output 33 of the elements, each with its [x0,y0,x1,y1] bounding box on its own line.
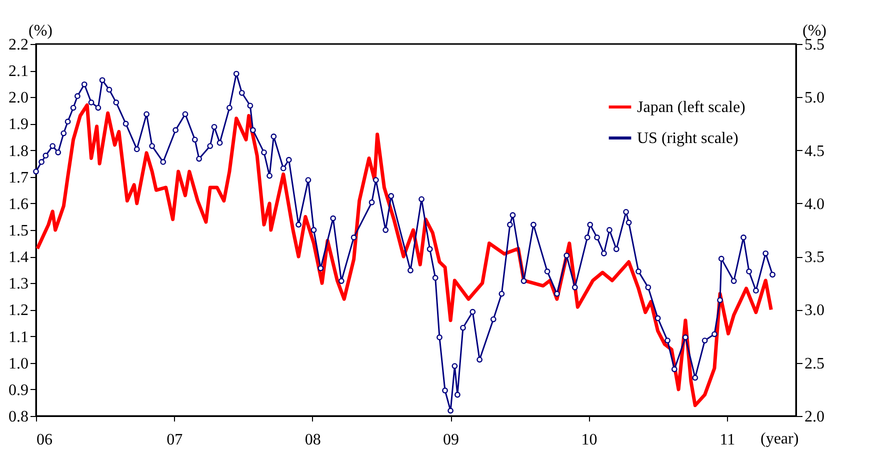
y-tick-label: 1.9 [8,116,28,134]
y2-tick-label: 3.5 [804,249,824,266]
x-tick-label: 07 [166,432,183,448]
y-tick-label: 0.9 [8,382,28,399]
y-tick-label: 0.8 [8,408,28,426]
x-tick-label: 06 [36,432,52,448]
y-tick-label: 2.2 [8,36,28,54]
legend-label: US (right scale) [637,130,738,147]
x-tick-label: 10 [581,432,598,448]
y-axis-title: (%) [28,22,52,40]
x-tick-label: 11 [720,432,736,448]
y-tick-label: 1.0 [8,355,28,372]
x-tick-label: 08 [304,432,321,448]
y2-tick-label: 2.0 [804,408,824,426]
y2-tick-label: 2.5 [804,355,824,372]
y2-tick-label: 4.0 [804,196,824,213]
y-tick-label: 1.5 [8,222,28,240]
y-tick-label: 1.3 [8,276,28,293]
legend-label: Japan (left scale) [637,99,746,116]
y-tick-label: 1.2 [8,302,28,320]
y2-tick-label: 5.0 [804,90,824,107]
y-tick-label: 1.7 [8,169,28,186]
y-tick-label: 2.0 [8,90,28,107]
y-tick-label: 1.4 [8,249,28,266]
y-tick-label: 1.6 [8,196,28,213]
y2-tick-label: 3.0 [804,302,824,320]
x-axis-title: (year) [760,430,799,448]
y-tick-label: 1.8 [8,142,28,160]
x-tick-label: 09 [443,432,460,448]
y2-tick-label: 4.5 [804,142,824,160]
y-tick-label: 1.1 [8,328,28,346]
y-tick-label: 2.1 [8,63,28,80]
y2-axis-title: (%) [802,22,826,40]
